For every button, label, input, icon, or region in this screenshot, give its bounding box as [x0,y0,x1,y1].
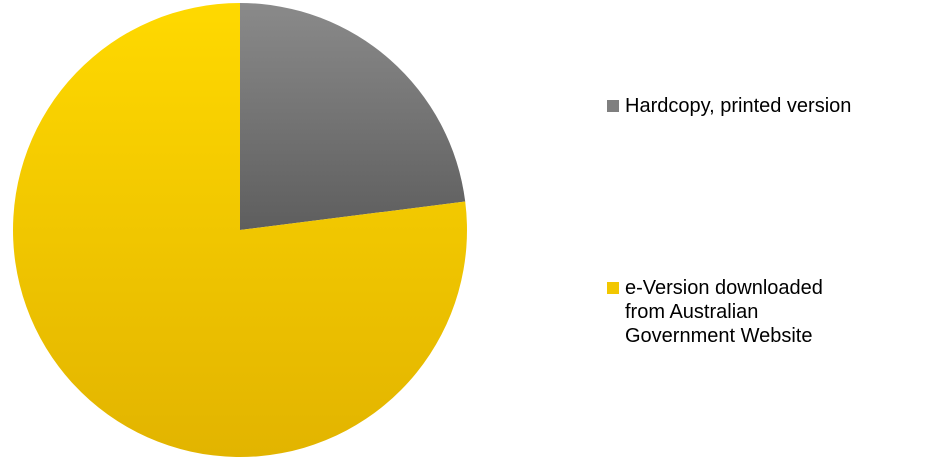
slice-hardcopy [240,3,466,230]
legend-label-eversion: e-Version downloaded from Australian Gov… [625,277,823,347]
pie-slices [12,3,467,458]
legend-item-hardcopy: Hardcopy, printed version [607,94,934,118]
slice-eversion [12,3,467,458]
legend-label-hardcopy: Hardcopy, printed version [625,95,852,117]
legend-swatch-hardcopy [607,100,619,112]
legend-item-eversion: e-Version downloaded from Australian Gov… [607,276,934,348]
legend-swatch-eversion [607,282,619,294]
